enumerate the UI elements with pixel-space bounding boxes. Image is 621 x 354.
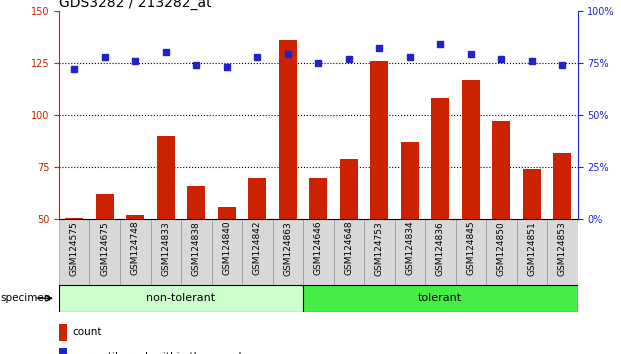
Text: GSM124845: GSM124845: [466, 221, 475, 275]
Bar: [248, 178, 266, 219]
Bar: [364, 219, 394, 285]
Bar: [187, 186, 206, 219]
Bar: [425, 219, 456, 285]
Bar: [461, 80, 480, 219]
Bar: [279, 40, 297, 219]
Text: non-tolerant: non-tolerant: [147, 293, 215, 303]
Bar: [120, 219, 150, 285]
Text: GSM124838: GSM124838: [192, 221, 201, 275]
Bar: [523, 169, 541, 219]
Text: GSM124753: GSM124753: [374, 221, 384, 275]
Bar: [273, 219, 303, 285]
Bar: [547, 219, 578, 285]
Text: count: count: [72, 327, 102, 337]
Bar: [553, 153, 571, 219]
Bar: [303, 219, 333, 285]
Text: tolerant: tolerant: [418, 293, 462, 303]
Bar: [59, 324, 67, 341]
Bar: [126, 215, 145, 219]
Text: GSM124833: GSM124833: [161, 221, 170, 275]
Bar: [156, 136, 175, 219]
Bar: [212, 219, 242, 285]
Bar: [486, 219, 517, 285]
Bar: [517, 219, 547, 285]
Bar: [431, 98, 450, 219]
Bar: [59, 285, 303, 312]
Text: GSM124851: GSM124851: [527, 221, 537, 275]
Bar: [65, 218, 83, 219]
Text: GSM124834: GSM124834: [406, 221, 414, 275]
Text: GSM124840: GSM124840: [222, 221, 231, 275]
Bar: [217, 207, 236, 219]
Bar: [370, 61, 388, 219]
Text: GSM124646: GSM124646: [314, 221, 323, 275]
Bar: [492, 121, 510, 219]
Bar: [181, 219, 212, 285]
Bar: [303, 285, 578, 312]
Bar: [242, 219, 273, 285]
Bar: [333, 219, 364, 285]
Text: specimen: specimen: [1, 293, 51, 303]
Text: GSM124575: GSM124575: [70, 221, 79, 275]
Bar: [59, 219, 89, 285]
Bar: [401, 142, 419, 219]
Text: GSM124850: GSM124850: [497, 221, 505, 275]
Text: percentile rank within the sample: percentile rank within the sample: [72, 352, 248, 354]
Text: GSM124675: GSM124675: [100, 221, 109, 275]
Text: GSM124836: GSM124836: [436, 221, 445, 275]
Bar: [456, 219, 486, 285]
Bar: [89, 219, 120, 285]
Text: GDS3282 / 213282_at: GDS3282 / 213282_at: [59, 0, 212, 10]
Text: GSM124648: GSM124648: [344, 221, 353, 275]
Bar: [96, 194, 114, 219]
Bar: [59, 348, 67, 354]
Text: GSM124853: GSM124853: [558, 221, 567, 275]
Text: GSM124863: GSM124863: [283, 221, 292, 275]
Bar: [394, 219, 425, 285]
Bar: [309, 178, 327, 219]
Text: GSM124748: GSM124748: [131, 221, 140, 275]
Bar: [340, 159, 358, 219]
Bar: [150, 219, 181, 285]
Text: GSM124842: GSM124842: [253, 221, 262, 275]
